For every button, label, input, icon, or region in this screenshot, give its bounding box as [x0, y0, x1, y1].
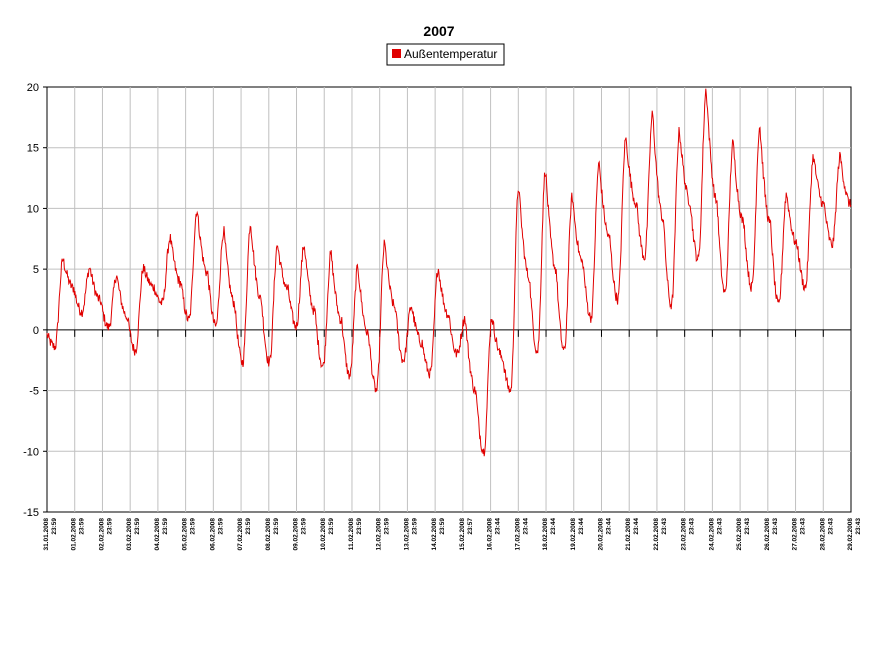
x-tick-label: 28.02.200823:43	[819, 518, 834, 551]
x-axis: 31.01.200823:59 01.02.200823:59 02.02.2008…	[43, 329, 862, 551]
x-tick-label: 29.02.200823:43	[847, 518, 862, 551]
x-tick-label: 18.02.200823:44	[542, 518, 557, 551]
x-tick-label: 26.02.200823:43	[764, 518, 779, 551]
x-tick-label: 02.02.200823:59	[98, 518, 113, 551]
y-tick-label: 15	[27, 143, 39, 155]
x-tick-label: 23.02.200823:43	[681, 518, 696, 551]
x-tick-label: 12.02.200823:59	[376, 518, 391, 551]
y-tick-label: -15	[23, 507, 39, 519]
x-tick-label: 14.02.200823:59	[431, 518, 446, 551]
x-tick-label: 11.02.200823:59	[348, 518, 363, 551]
x-tick-label: 03.02.200823:59	[126, 518, 141, 551]
x-tick-label: 09.02.200823:59	[293, 518, 308, 551]
x-tick-label: 01.02.200823:59	[71, 518, 86, 551]
y-tick-label: -5	[29, 386, 39, 398]
chart-title: 2007	[423, 23, 454, 39]
y-tick-label: 5	[33, 264, 39, 276]
x-tick-label: 08.02.200823:59	[265, 518, 280, 551]
x-tick-label: 21.02.200823:44	[625, 518, 640, 551]
x-tick-label: 05.02.200823:59	[182, 518, 197, 551]
x-tick-label: 04.02.200823:59	[154, 518, 169, 551]
x-tick-label: 07.02.200823:59	[237, 518, 252, 551]
legend-box	[386, 43, 505, 66]
x-tick-label: 27.02.200823:43	[792, 518, 807, 551]
legend: Außentemperatur	[386, 43, 505, 66]
x-tick-label: 25.02.200823:43	[736, 518, 751, 551]
x-tick-label: 17.02.200823:44	[514, 518, 529, 551]
legend-label: Außentemperatur	[404, 47, 497, 61]
x-tick-label: 24.02.200823:43	[708, 518, 723, 551]
plot-area: -15 -10 -5 0 5 10 15 20 31.01.200823:59 01.02.20…	[23, 82, 862, 551]
x-tick-label: 22.02.200823:43	[653, 518, 668, 551]
plot-frame	[46, 86, 852, 513]
x-tick-label: 19.02.200823:44	[570, 518, 585, 551]
y-tick-label: 20	[27, 82, 39, 94]
x-tick-label: 16.02.200823:44	[487, 518, 502, 551]
x-tick-label: 31.01.200823:59	[43, 518, 58, 551]
x-tick-label: 13.02.200823:59	[403, 518, 418, 551]
y-tick-label: 10	[27, 203, 39, 215]
y-tick-label: -10	[23, 446, 39, 458]
x-tick-label: 10.02.200823:59	[320, 518, 335, 551]
series-line-aussentemperatur	[46, 88, 852, 457]
x-tick-label: 20.02.200823:44	[597, 518, 612, 551]
y-tick-label: 0	[33, 325, 39, 337]
y-axis: -15 -10 -5 0 5 10 15 20	[23, 82, 47, 519]
grid	[47, 87, 851, 512]
legend-swatch	[392, 49, 401, 58]
x-tick-label: 15.02.200823:57	[459, 518, 474, 551]
x-tick-label: 06.02.200823:59	[209, 518, 224, 551]
